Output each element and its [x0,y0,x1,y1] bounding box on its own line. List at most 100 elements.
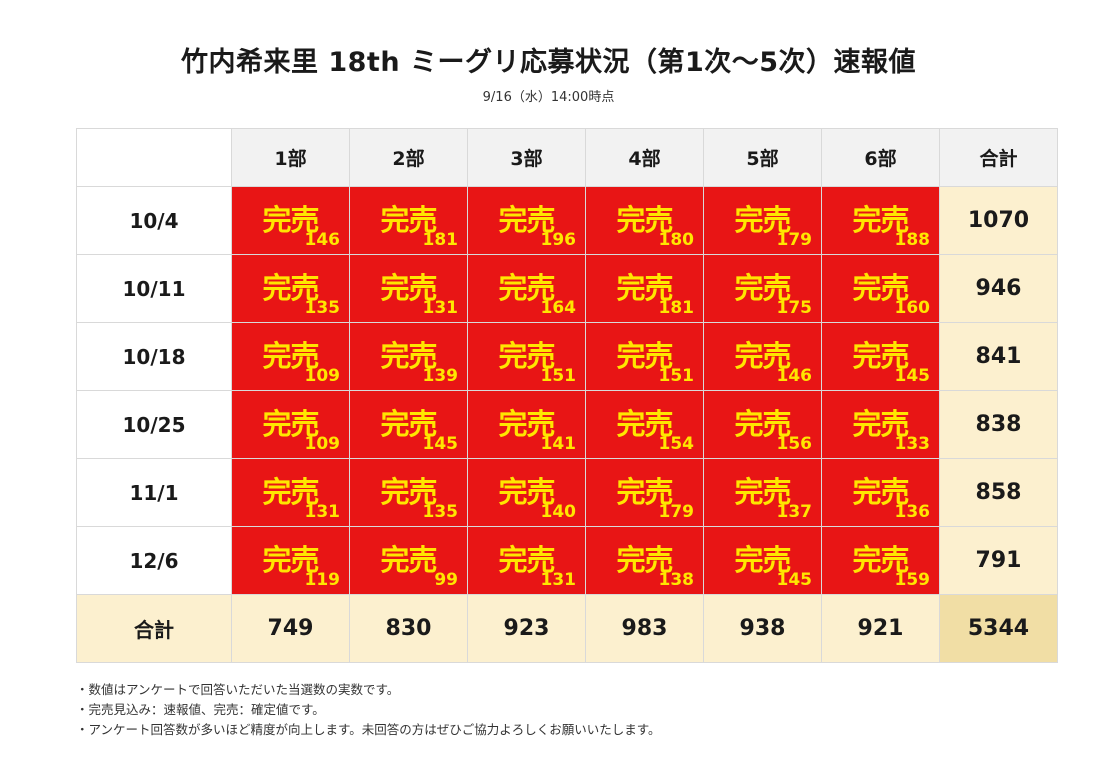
cell-value: 145 [776,570,813,590]
soldout-status: 完売 [852,543,909,577]
soldout-status: 完売 [262,407,319,441]
soldout-cell: 完売 141 [467,390,586,459]
soldout-status: 完売 [498,339,555,373]
cell-value: 119 [304,570,341,590]
soldout-status: 完売 [262,339,319,373]
soldout-cell: 完売 131 [467,526,586,595]
totals-row-label: 合計 [76,594,232,663]
column-header: 4部 [585,128,704,187]
results-table: 1部 2部 3部 4部 5部 6部 合計 10/4 完売 146 完売 181 完売 196 完売 180 完… [76,128,1058,663]
cell-value: 141 [540,434,577,454]
column-total: 923 [467,594,586,663]
column-total: 938 [703,594,822,663]
soldout-cell: 完売 159 [821,526,940,595]
soldout-status: 完売 [616,475,673,509]
cell-value: 146 [304,230,341,250]
cell-value: 164 [540,298,577,318]
soldout-status: 完売 [262,475,319,509]
note-line: ・アンケート回答数が多いほど精度が向上します。未回答の方はぜひご協力よろしくお願… [76,722,661,737]
soldout-cell: 完売 181 [585,254,704,323]
soldout-status: 完売 [380,475,437,509]
row-date-label: 10/25 [76,390,232,459]
row-date-label: 11/1 [76,458,232,527]
row-total: 1070 [939,186,1058,255]
soldout-status: 完売 [498,543,555,577]
cell-value: 136 [894,502,931,522]
soldout-status: 完売 [498,475,555,509]
column-total: 983 [585,594,704,663]
row-date-label: 10/18 [76,322,232,391]
soldout-cell: 完売 139 [349,322,468,391]
soldout-cell: 完売 137 [703,458,822,527]
cell-value: 131 [304,502,341,522]
cell-value: 135 [422,502,459,522]
cell-value: 181 [422,230,459,250]
soldout-cell: 完売 99 [349,526,468,595]
soldout-status: 完売 [380,407,437,441]
soldout-status: 完売 [852,407,909,441]
page-subtitle: 9/16（水）14:00時点 [482,90,615,105]
cell-value: 175 [776,298,813,318]
row-total: 791 [939,526,1058,595]
soldout-cell: 完売 131 [231,458,350,527]
cell-value: 154 [658,434,695,454]
soldout-status: 完売 [262,203,319,237]
soldout-cell: 完売 181 [349,186,468,255]
soldout-cell: 完売 138 [585,526,704,595]
cell-value: 137 [776,502,813,522]
cell-value: 99 [434,570,458,590]
soldout-status: 完売 [616,271,673,305]
cell-value: 109 [304,434,341,454]
soldout-cell: 完売 136 [821,458,940,527]
soldout-status: 完売 [498,271,555,305]
soldout-status: 完売 [616,407,673,441]
column-header: 5部 [703,128,822,187]
row-total: 946 [939,254,1058,323]
table-row: 10/18 完売 109 完売 139 完売 151 完売 151 完売 146 完売 145 841 [76,322,1058,391]
row-total: 858 [939,458,1058,527]
total-column-header: 合計 [939,128,1058,187]
cell-value: 181 [658,298,695,318]
column-header: 6部 [821,128,940,187]
soldout-status: 完売 [852,475,909,509]
soldout-cell: 完売 156 [703,390,822,459]
soldout-status: 完売 [852,339,909,373]
soldout-status: 完売 [380,339,437,373]
soldout-cell: 完売 146 [231,186,350,255]
cell-value: 139 [422,366,459,386]
soldout-cell: 完売 164 [467,254,586,323]
row-date-label: 12/6 [76,526,232,595]
cell-value: 145 [894,366,931,386]
row-total: 838 [939,390,1058,459]
cell-value: 145 [422,434,459,454]
soldout-status: 完売 [498,203,555,237]
soldout-cell: 完売 146 [703,322,822,391]
soldout-cell: 完売 154 [585,390,704,459]
soldout-cell: 完売 151 [585,322,704,391]
cell-value: 146 [776,366,813,386]
soldout-status: 完売 [616,543,673,577]
soldout-cell: 完売 109 [231,390,350,459]
soldout-cell: 完売 196 [467,186,586,255]
note-line: ・数値はアンケートで回答いただいた当選数の実数です。 [76,682,400,697]
soldout-status: 完売 [734,407,791,441]
soldout-status: 完売 [380,271,437,305]
cell-value: 140 [540,502,577,522]
soldout-status: 完売 [616,203,673,237]
row-date-label: 10/4 [76,186,232,255]
column-total: 830 [349,594,468,663]
soldout-cell: 完売 188 [821,186,940,255]
soldout-cell: 完売 160 [821,254,940,323]
table-row: 11/1 完売 131 完売 135 完売 140 完売 179 完売 137 完売 136 858 [76,458,1058,527]
cell-value: 109 [304,366,341,386]
soldout-cell: 完売 179 [703,186,822,255]
soldout-cell: 完売 145 [703,526,822,595]
column-header: 3部 [467,128,586,187]
soldout-cell: 完売 140 [467,458,586,527]
soldout-cell: 完売 151 [467,322,586,391]
soldout-cell: 完売 133 [821,390,940,459]
row-date-label: 10/11 [76,254,232,323]
soldout-status: 完売 [734,475,791,509]
cell-value: 179 [658,502,695,522]
table-row: 10/11 完売 135 完売 131 完売 164 完売 181 完売 175 完売 160 946 [76,254,1058,323]
